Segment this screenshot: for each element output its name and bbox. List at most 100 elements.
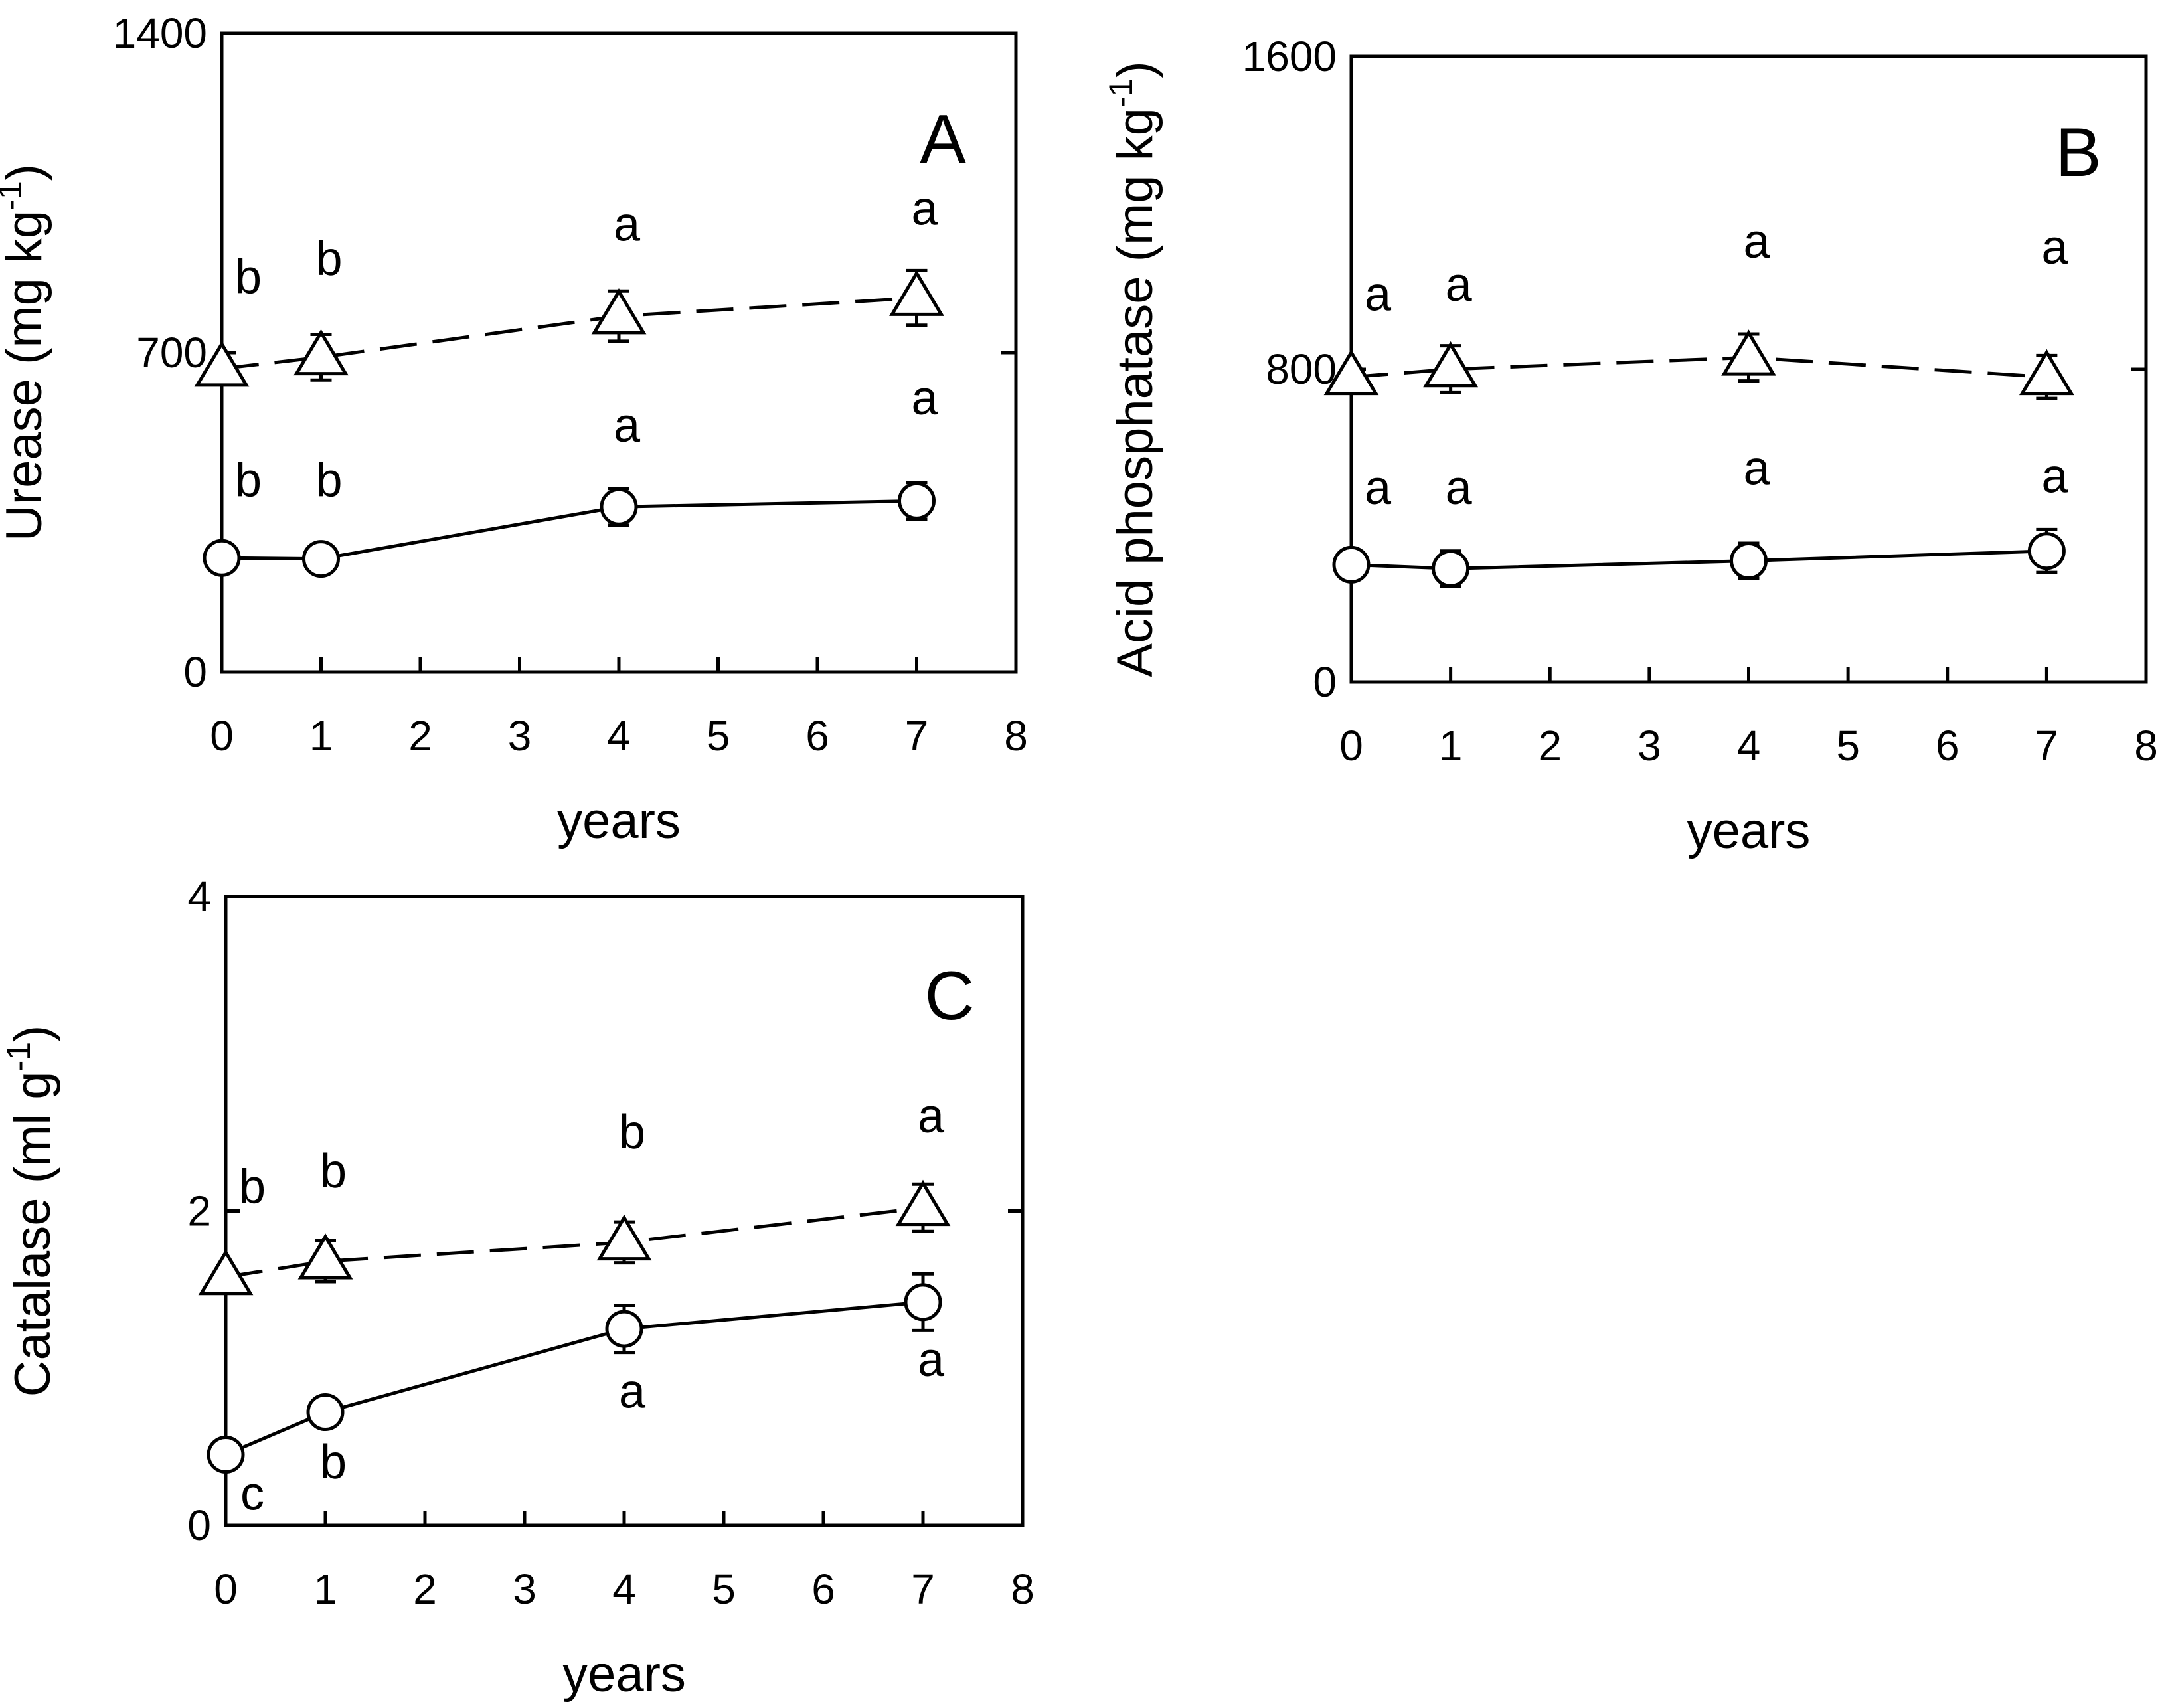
y-axis-label-sup: -1 <box>0 181 29 210</box>
significance-label: b <box>315 232 342 286</box>
panel-label: A <box>920 101 966 178</box>
y-tick-label: 0 <box>183 648 207 696</box>
significance-label: a <box>911 372 938 425</box>
significance-label: a <box>1446 462 1473 515</box>
data-point-circle <box>904 1283 942 1322</box>
significance-label: a <box>918 1333 945 1387</box>
x-tick-label: 1 <box>1439 722 1463 770</box>
x-axis-label: years <box>557 793 681 849</box>
data-point-circle <box>1332 545 1371 584</box>
x-tick-label: 0 <box>1339 722 1363 770</box>
series-line <box>1351 549 2047 570</box>
y-tick-label: 0 <box>187 1501 211 1549</box>
x-tick-label: 4 <box>1737 722 1761 770</box>
significance-label: b <box>320 1145 347 1198</box>
significance-label: a <box>614 399 641 452</box>
y-axis-label-sup: -1 <box>0 1042 37 1071</box>
data-point-circle <box>1432 549 1470 588</box>
series-circle-solid: b b a a <box>203 372 938 578</box>
data-point-circle <box>1730 541 1768 580</box>
y-tick-label: 4 <box>187 873 211 920</box>
y-axis-label-sup: -1 <box>1102 78 1139 108</box>
x-tick-label: 7 <box>911 1565 935 1613</box>
x-tick-label: 5 <box>707 712 730 760</box>
data-point-circle <box>898 481 936 520</box>
x-tick-label: 0 <box>214 1565 238 1613</box>
significance-label: b <box>320 1436 347 1489</box>
y-tick-label: 1400 <box>113 9 207 57</box>
data-point-triangle <box>889 270 944 316</box>
x-tick-label: 7 <box>2035 722 2059 770</box>
data-point-triangle <box>895 1179 951 1227</box>
x-tick-label: 1 <box>309 712 333 760</box>
x-tick-label: 8 <box>2134 722 2158 770</box>
significance-label: a <box>918 1090 945 1143</box>
significance-label: a <box>614 199 641 252</box>
significance-label: a <box>2041 450 2068 503</box>
x-tick-label: 1 <box>313 1565 337 1613</box>
series-triangle-dashed: a a a a <box>1323 215 2074 400</box>
panel-a: 0 1 2 3 4 5 6 7 8 0 700 1400 years Urease (mg kg-1) Ab… <box>0 9 1028 849</box>
y-tick-label: 1600 <box>1242 33 1337 80</box>
series-line <box>225 1206 924 1279</box>
data-point-circle <box>605 1310 643 1348</box>
y-axis-label-main: Catalase (ml g <box>5 1071 61 1397</box>
x-axis-label: years <box>562 1646 686 1703</box>
y-axis-label: Urease (mg kg-1) <box>0 164 52 541</box>
series-circle-solid: c b a a <box>207 1272 945 1520</box>
data-point-circle <box>600 487 638 526</box>
significance-label: a <box>1365 268 1392 321</box>
y-axis-label-end: ) <box>5 1025 61 1042</box>
series-line <box>225 1300 924 1456</box>
x-tick-label: 4 <box>612 1565 636 1613</box>
x-tick-label: 7 <box>905 712 929 760</box>
significance-label: b <box>235 251 262 304</box>
data-point-circle <box>207 1435 245 1474</box>
data-point-triangle <box>198 1248 254 1296</box>
x-tick-label: 3 <box>513 1565 537 1613</box>
y-axis-label-end: ) <box>1107 61 1163 78</box>
significance-label: b <box>315 454 342 507</box>
significance-label: b <box>235 454 262 507</box>
x-axis-label: years <box>1687 803 1811 859</box>
x-tick-label: 4 <box>607 712 631 760</box>
plot-frame <box>220 31 1018 674</box>
x-tick-label: 6 <box>811 1565 835 1613</box>
significance-label: b <box>619 1106 645 1159</box>
y-axis-label: Acid phosphatase (mg kg-1) <box>1102 61 1163 677</box>
data-point-triangle <box>1323 349 1379 396</box>
y-axis-label-main: Urease (mg kg <box>0 211 52 541</box>
x-tick-label: 0 <box>210 712 234 760</box>
data-point-triangle <box>2019 349 2074 396</box>
significance-label: b <box>239 1161 266 1214</box>
x-tick-label: 8 <box>1011 1565 1035 1613</box>
data-point-triangle <box>591 288 647 335</box>
significance-label: a <box>1743 215 1770 268</box>
x-tick-label: 5 <box>1836 722 1860 770</box>
panel-label: C <box>924 958 974 1035</box>
x-tick-label: 3 <box>1637 722 1661 770</box>
significance-label: a <box>619 1365 646 1418</box>
y-tick-label: 2 <box>187 1187 211 1235</box>
data-point-triangle <box>194 340 250 387</box>
significance-label: a <box>911 183 938 236</box>
significance-label: a <box>1365 462 1392 515</box>
plot-frame <box>224 895 1025 1527</box>
panel-b: 0 1 2 3 4 5 6 7 8 0 800 1600 years Acid phosphatase (… <box>1102 33 2158 859</box>
y-axis-label: Catalase (ml g-1) <box>0 1025 61 1397</box>
data-point-circle <box>2027 532 2066 570</box>
data-point-triangle <box>1423 341 1479 388</box>
series-line <box>221 296 917 371</box>
series-line <box>221 499 917 561</box>
x-tick-label: 6 <box>1936 722 1960 770</box>
significance-label: a <box>1743 442 1770 495</box>
data-point-triangle <box>297 1233 353 1280</box>
x-tick-label: 2 <box>413 1565 437 1613</box>
data-point-circle <box>302 540 340 578</box>
data-point-triangle <box>1721 329 1776 376</box>
x-tick-label: 2 <box>1538 722 1562 770</box>
series-triangle-dashed: b b a a <box>194 183 944 387</box>
